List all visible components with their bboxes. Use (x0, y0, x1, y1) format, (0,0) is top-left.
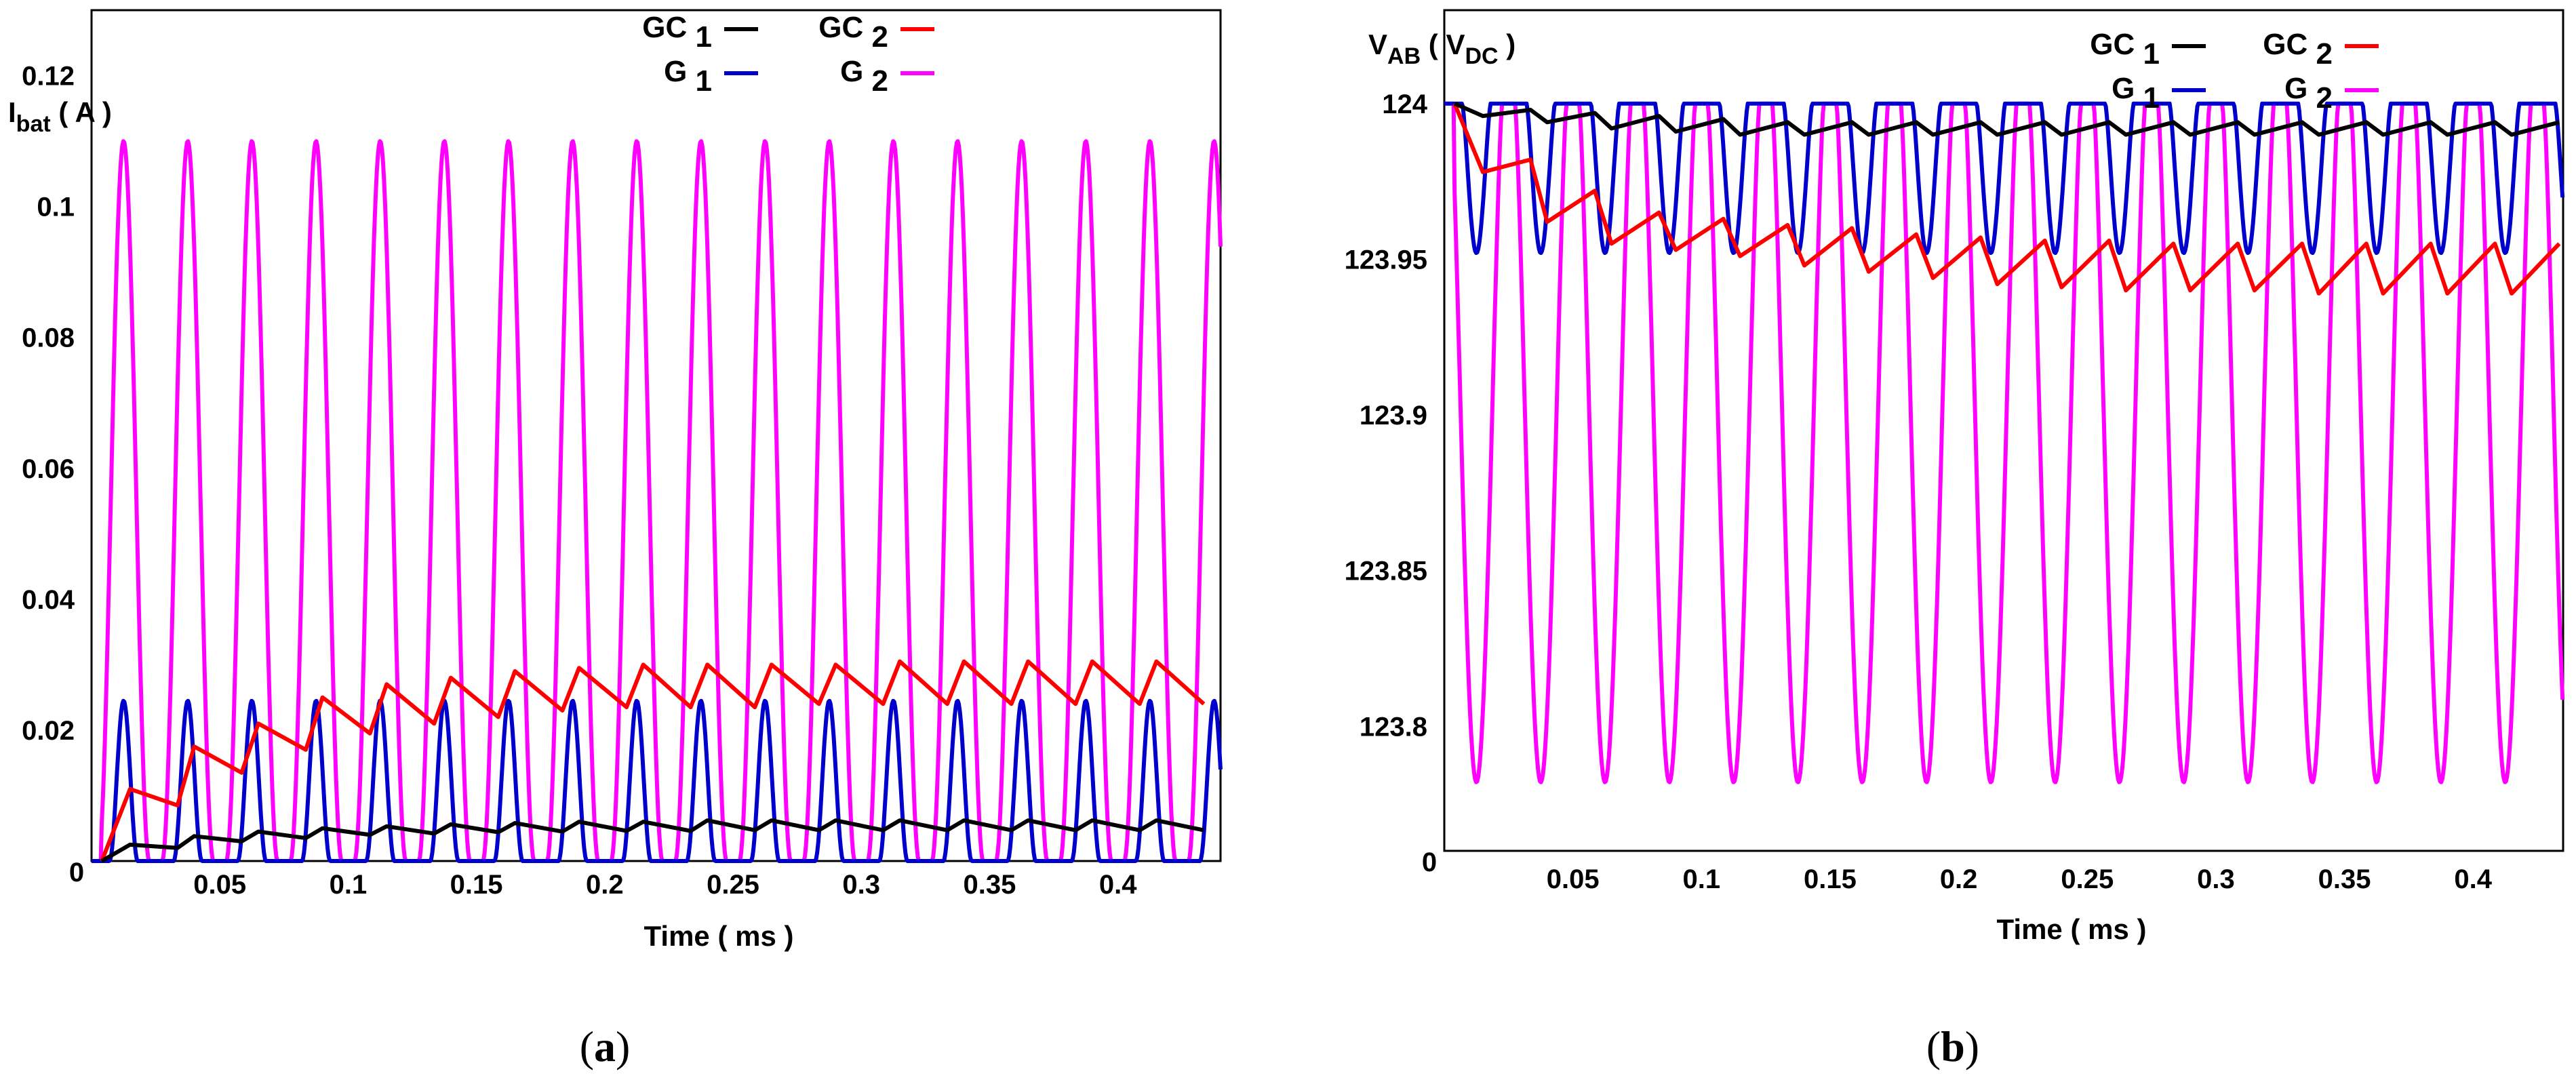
legend-label-gc1: GC 1 (2090, 28, 2160, 71)
plot-area-b (1443, 9, 2564, 852)
x-axis-label-b: Time ( ms ) (1997, 913, 2147, 945)
panel-a: 0 0.05 0.1 0.15 0.2 0.25 0.3 0.35 0.4 0.02 0.04 0.0… (8, 9, 1221, 1071)
series-line-g1 (1444, 104, 2562, 253)
series-group-b (1444, 104, 2562, 782)
x-tick-label: 0.05 (193, 870, 246, 900)
panel-b: 0 0.05 0.1 0.15 0.2 0.25 0.3 0.35 0.4 123.8 123.85… (1345, 9, 2564, 1071)
x-tick-label: 0.2 (586, 870, 624, 900)
legend-a: GC 1 GC 2 G 1 G 2 (642, 11, 934, 98)
series-line-gc1 (102, 820, 1204, 861)
x-tick-label: 0.35 (964, 870, 1016, 900)
x-tick-label: 0.2 (1940, 864, 1978, 894)
y-tick-label: 124 (1382, 89, 1427, 119)
x-tick-label: 0.15 (450, 870, 503, 900)
y-tick-label: 123.95 (1345, 245, 1427, 275)
y-tick-label: 0.06 (22, 454, 75, 484)
series-group-a (92, 141, 1221, 861)
y-tick-label: 0.08 (22, 323, 75, 353)
x-tick-label: 0.1 (330, 870, 368, 900)
y-tick-label: 0.12 (22, 62, 75, 92)
x-tick-label: 0.25 (2061, 864, 2114, 894)
legend-b: GC 1 GC 2 G 1 G 2 (2090, 28, 2379, 115)
x-axis-label-a: Time ( ms ) (644, 920, 794, 952)
caption-b: (b) (1926, 1022, 1979, 1071)
x-tick-label: 0.15 (1804, 864, 1857, 894)
legend-label-gc1: GC 1 (642, 11, 712, 54)
legend-label-g2: G 2 (2284, 72, 2333, 115)
tick-labels-a: 0 0.05 0.1 0.15 0.2 0.25 0.3 0.35 0.4 0.02 0.04 0.0… (22, 62, 1137, 900)
x-tick-label: 0.3 (842, 870, 880, 900)
x-tick-label: 0.05 (1547, 864, 1600, 894)
x-tick-label: 0.25 (707, 870, 759, 900)
legend-label-g1: G 1 (2112, 72, 2160, 115)
y-tick-label: 123.9 (1360, 401, 1427, 431)
caption-a: (a) (580, 1022, 631, 1071)
x-tick-label: 0 (69, 858, 84, 887)
x-tick-label: 0 (1422, 847, 1437, 877)
legend-label-g2: G 2 (840, 55, 888, 98)
series-line-g1 (92, 701, 1221, 861)
x-tick-label: 0.1 (1683, 864, 1721, 894)
series-line-gc1 (1454, 104, 2559, 135)
y-tick-label: 0.1 (37, 193, 75, 222)
series-line-gc2 (102, 662, 1204, 861)
legend-label-g1: G 1 (664, 55, 712, 98)
x-tick-label: 0.35 (2318, 864, 2371, 894)
y-axis-label-a: Ibat ( A ) (8, 96, 112, 137)
y-tick-label: 123.85 (1345, 557, 1427, 586)
series-line-gc2 (1454, 104, 2559, 294)
legend-label-gc2: GC 2 (818, 11, 888, 54)
legend-label-gc2: GC 2 (2263, 28, 2333, 71)
y-tick-label: 0.02 (22, 716, 75, 746)
y-tick-label: 0.04 (22, 585, 75, 615)
x-tick-label: 0.4 (1099, 870, 1137, 900)
y-axis-label-b: VAB ( VDC ) (1368, 28, 1515, 69)
y-tick-label: 123.8 (1360, 712, 1427, 742)
x-tick-label: 0.4 (2454, 864, 2492, 894)
x-tick-label: 0.3 (2197, 864, 2235, 894)
tick-labels-b: 0 0.05 0.1 0.15 0.2 0.25 0.3 0.35 0.4 123.8 123.85… (1345, 89, 2493, 894)
